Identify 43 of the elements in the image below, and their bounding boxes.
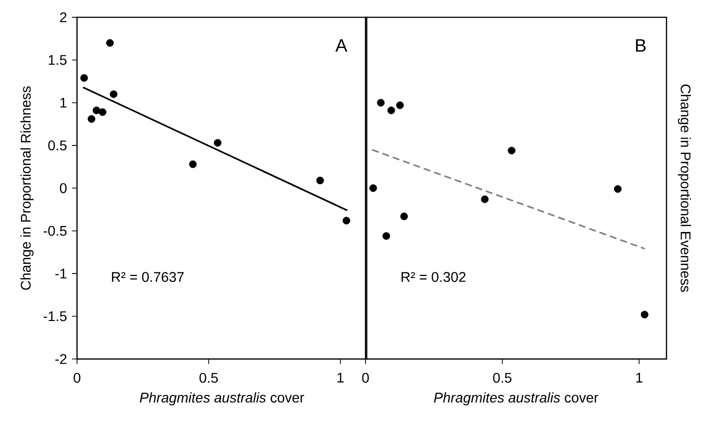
- annotation: R² = 0.7637: [112, 272, 184, 282]
- y-tick-label: -1.5: [44, 311, 67, 322]
- y-tick-label: 0.5: [48, 140, 67, 150]
- point: [189, 160, 197, 168]
- x-axis-title: Phragmites australis cover: [140, 392, 304, 406]
- point: [88, 115, 96, 123]
- point: [316, 176, 324, 184]
- annotation: B: [636, 39, 646, 52]
- point: [640, 310, 648, 318]
- annotation: R² = 0.302: [402, 272, 466, 282]
- y-tick-label: -1: [55, 268, 66, 278]
- annotation: A: [335, 39, 348, 52]
- point: [98, 108, 106, 116]
- y-tick-label: 0: [60, 183, 67, 194]
- y-tick-label: 1.5: [48, 55, 67, 65]
- y-tick-label: -0.5: [44, 226, 67, 236]
- point: [382, 232, 390, 240]
- point: [106, 39, 114, 47]
- point: [110, 90, 118, 98]
- y-tick-label: 1: [60, 98, 66, 108]
- point: [214, 139, 222, 147]
- point: [481, 195, 489, 204]
- point: [396, 101, 404, 110]
- point: [369, 184, 377, 192]
- y-tick-label: -2: [55, 354, 66, 364]
- point: [92, 106, 100, 114]
- point: [342, 216, 350, 224]
- x-tick-label: 0.5: [493, 372, 512, 383]
- y-axis-title: Change in Proportional Richness: [20, 86, 34, 290]
- point: [80, 74, 88, 82]
- point: [377, 98, 385, 107]
- point: [614, 185, 622, 193]
- x-tick-label: 0.5: [200, 372, 218, 383]
- x-axis-title: Phragmites australis cover: [434, 392, 598, 406]
- point: [387, 106, 396, 114]
- x-tick-label: 0: [362, 372, 369, 383]
- point: [508, 146, 516, 154]
- x-tick-label: 0: [74, 372, 80, 383]
- y-axis-title: Change in Proportional Evenness: [678, 84, 691, 292]
- x-tick-label: 1: [636, 372, 642, 382]
- point: [400, 212, 408, 220]
- x-tick-label: 1: [338, 372, 344, 382]
- y-tick-label: 2: [60, 12, 66, 22]
